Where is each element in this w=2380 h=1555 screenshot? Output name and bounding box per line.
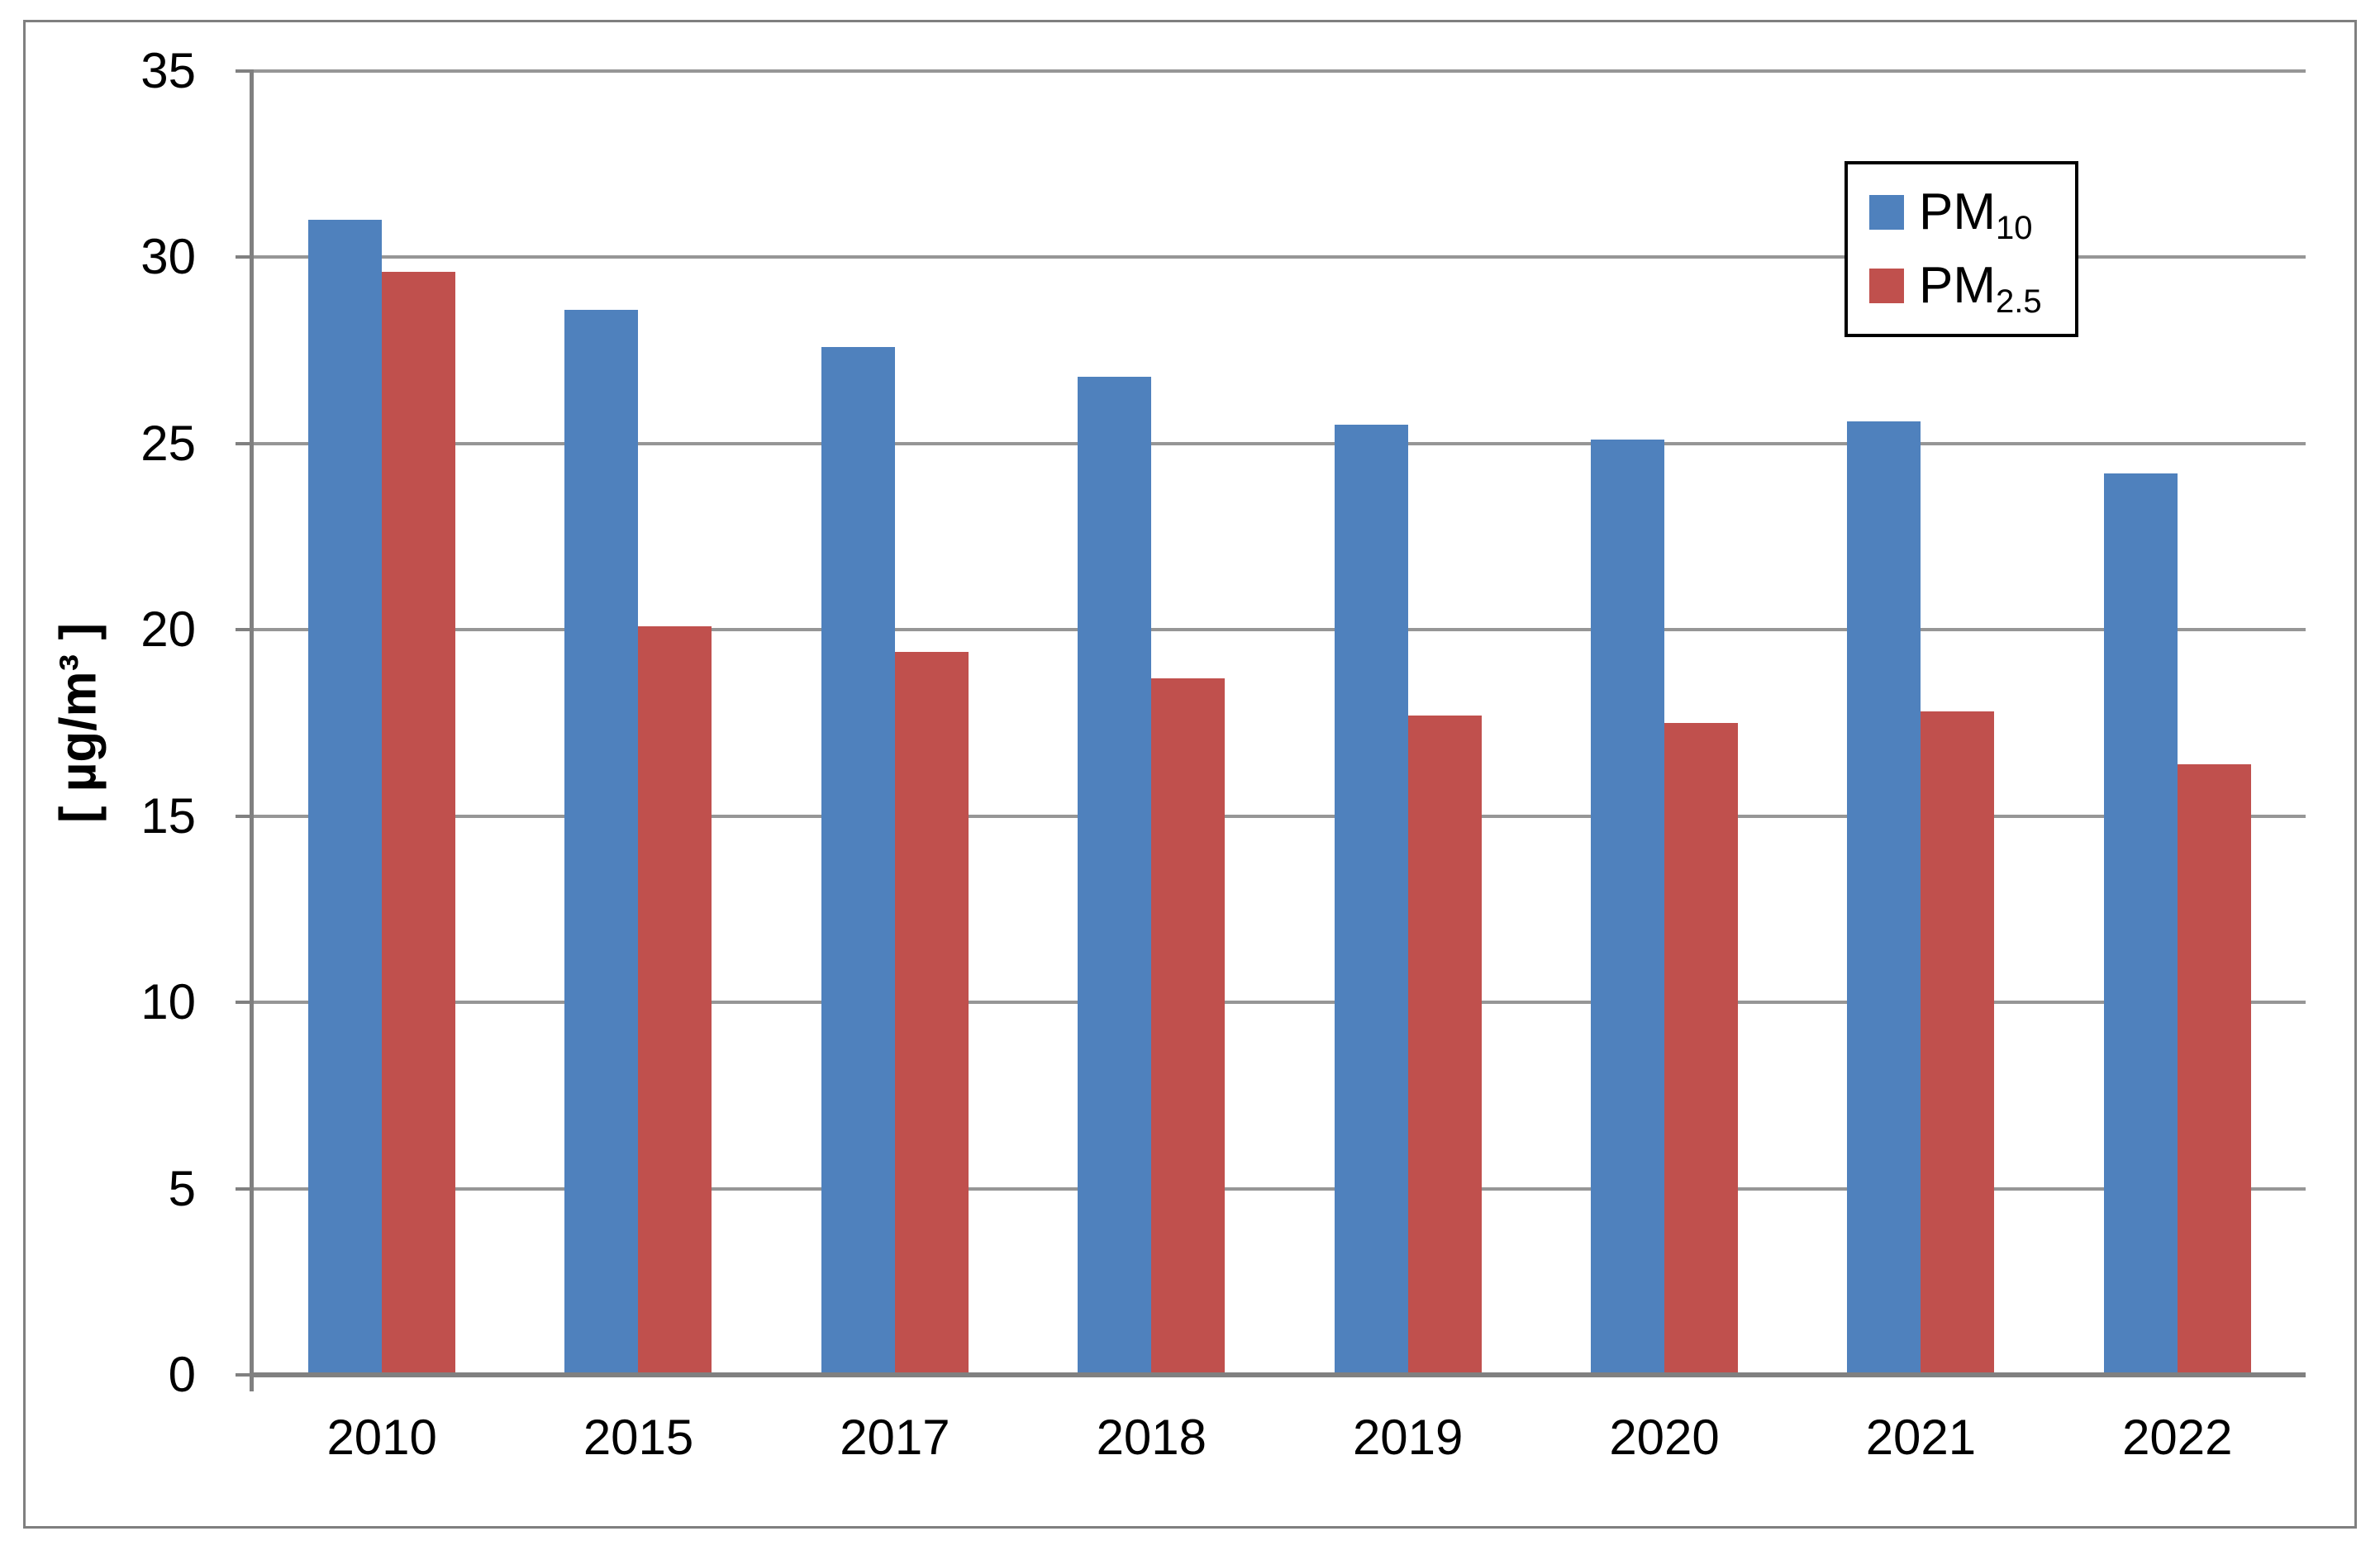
bar-pm10-2019 bbox=[1334, 425, 1408, 1375]
y-tick-mark-35 bbox=[236, 69, 254, 73]
x-axis-label-2015: 2015 bbox=[583, 1410, 694, 1465]
bar-pm25-2022 bbox=[2177, 763, 2251, 1375]
bar-pm10-2022 bbox=[2103, 473, 2178, 1375]
gridline-y10 bbox=[254, 1001, 2306, 1005]
y-tick-mark-10 bbox=[236, 1001, 254, 1005]
bar-pm25-2017 bbox=[894, 652, 969, 1375]
category-slot-2020 bbox=[1536, 71, 1792, 1375]
gridline-y5 bbox=[254, 1186, 2306, 1191]
x-axis-label-2010: 2010 bbox=[326, 1410, 437, 1465]
gridline-y25 bbox=[254, 441, 2306, 445]
y-tick-mark-30 bbox=[236, 255, 254, 259]
legend-swatch-pm10 bbox=[1869, 195, 1904, 230]
y-tick-label-25: 25 bbox=[140, 415, 196, 471]
bar-pm10-2010 bbox=[308, 220, 383, 1375]
gridline-y30 bbox=[254, 255, 2306, 259]
legend-entry-pm25: PM2.5 bbox=[1869, 257, 2075, 320]
bar-pm10-2018 bbox=[1078, 376, 1152, 1375]
legend-label-pm10: PM10 bbox=[1919, 183, 2033, 246]
y-tick-mark-20 bbox=[236, 628, 254, 632]
x-axis-label-2022: 2022 bbox=[2122, 1410, 2233, 1465]
gridline-y20 bbox=[254, 628, 2306, 632]
bar-pm25-2020 bbox=[1664, 723, 1738, 1375]
category-slot-2022 bbox=[2049, 71, 2306, 1375]
y-tick-mark-15 bbox=[236, 814, 254, 818]
category-slot-2017 bbox=[767, 71, 1023, 1375]
bar-pm10-2015 bbox=[564, 309, 639, 1375]
x-axis-label-2020: 2020 bbox=[1609, 1410, 1720, 1465]
x-axis-label-2017: 2017 bbox=[840, 1410, 950, 1465]
x-axis-label-2018: 2018 bbox=[1096, 1410, 1207, 1465]
y-tick-label-10: 10 bbox=[140, 974, 196, 1030]
y-tick-label-0: 0 bbox=[168, 1347, 196, 1402]
plot-area: 0 5 10 15 20 25 30 35 2010 2015 2017 2018 2019 2020 2… bbox=[140, 43, 2306, 1465]
category-slot-2021 bbox=[1792, 71, 2049, 1375]
category-slot-2010 bbox=[254, 71, 510, 1375]
x-axis-baseline bbox=[254, 1372, 2306, 1377]
gridline-y35 bbox=[254, 69, 2306, 73]
y-tick-label-15: 15 bbox=[140, 787, 196, 844]
y-tick-mark-25 bbox=[236, 441, 254, 445]
y-tick-mark-5 bbox=[236, 1186, 254, 1191]
bar-pm25-2018 bbox=[1151, 678, 1226, 1375]
legend-entry-pm10: PM10 bbox=[1869, 183, 2075, 246]
y-tick-label-30: 30 bbox=[140, 229, 196, 285]
y-tick-mark-0 bbox=[236, 1373, 254, 1377]
chart-figure: [ µg/m³ ] 0 5 10 15 20 25 30 35 2010 2015 2017 201… bbox=[23, 20, 2357, 1529]
category-slot-2019 bbox=[1280, 71, 1536, 1375]
bar-pm25-2015 bbox=[638, 625, 712, 1375]
y-tick-label-35: 35 bbox=[140, 43, 196, 98]
bar-pm10-2017 bbox=[821, 346, 895, 1375]
legend-swatch-pm25 bbox=[1869, 269, 1904, 303]
bar-pm25-2010 bbox=[382, 272, 456, 1375]
bar-pm25-2019 bbox=[1407, 715, 1482, 1375]
bar-pm10-2020 bbox=[1590, 440, 1664, 1375]
category-slot-2015 bbox=[510, 71, 766, 1375]
y-axis-line bbox=[250, 71, 254, 1391]
x-axis-label-2021: 2021 bbox=[1865, 1410, 1977, 1465]
y-tick-label-5: 5 bbox=[168, 1160, 196, 1216]
gridline-y15 bbox=[254, 814, 2306, 818]
legend: PM10 PM2.5 bbox=[1844, 161, 2078, 337]
category-slot-2018 bbox=[1023, 71, 1279, 1375]
bar-pm10-2021 bbox=[1847, 421, 1921, 1375]
bar-pm25-2021 bbox=[1921, 711, 1995, 1375]
y-tick-label-20: 20 bbox=[140, 602, 196, 658]
x-axis-label-2019: 2019 bbox=[1352, 1410, 1464, 1465]
legend-label-pm25: PM2.5 bbox=[1919, 257, 2042, 320]
